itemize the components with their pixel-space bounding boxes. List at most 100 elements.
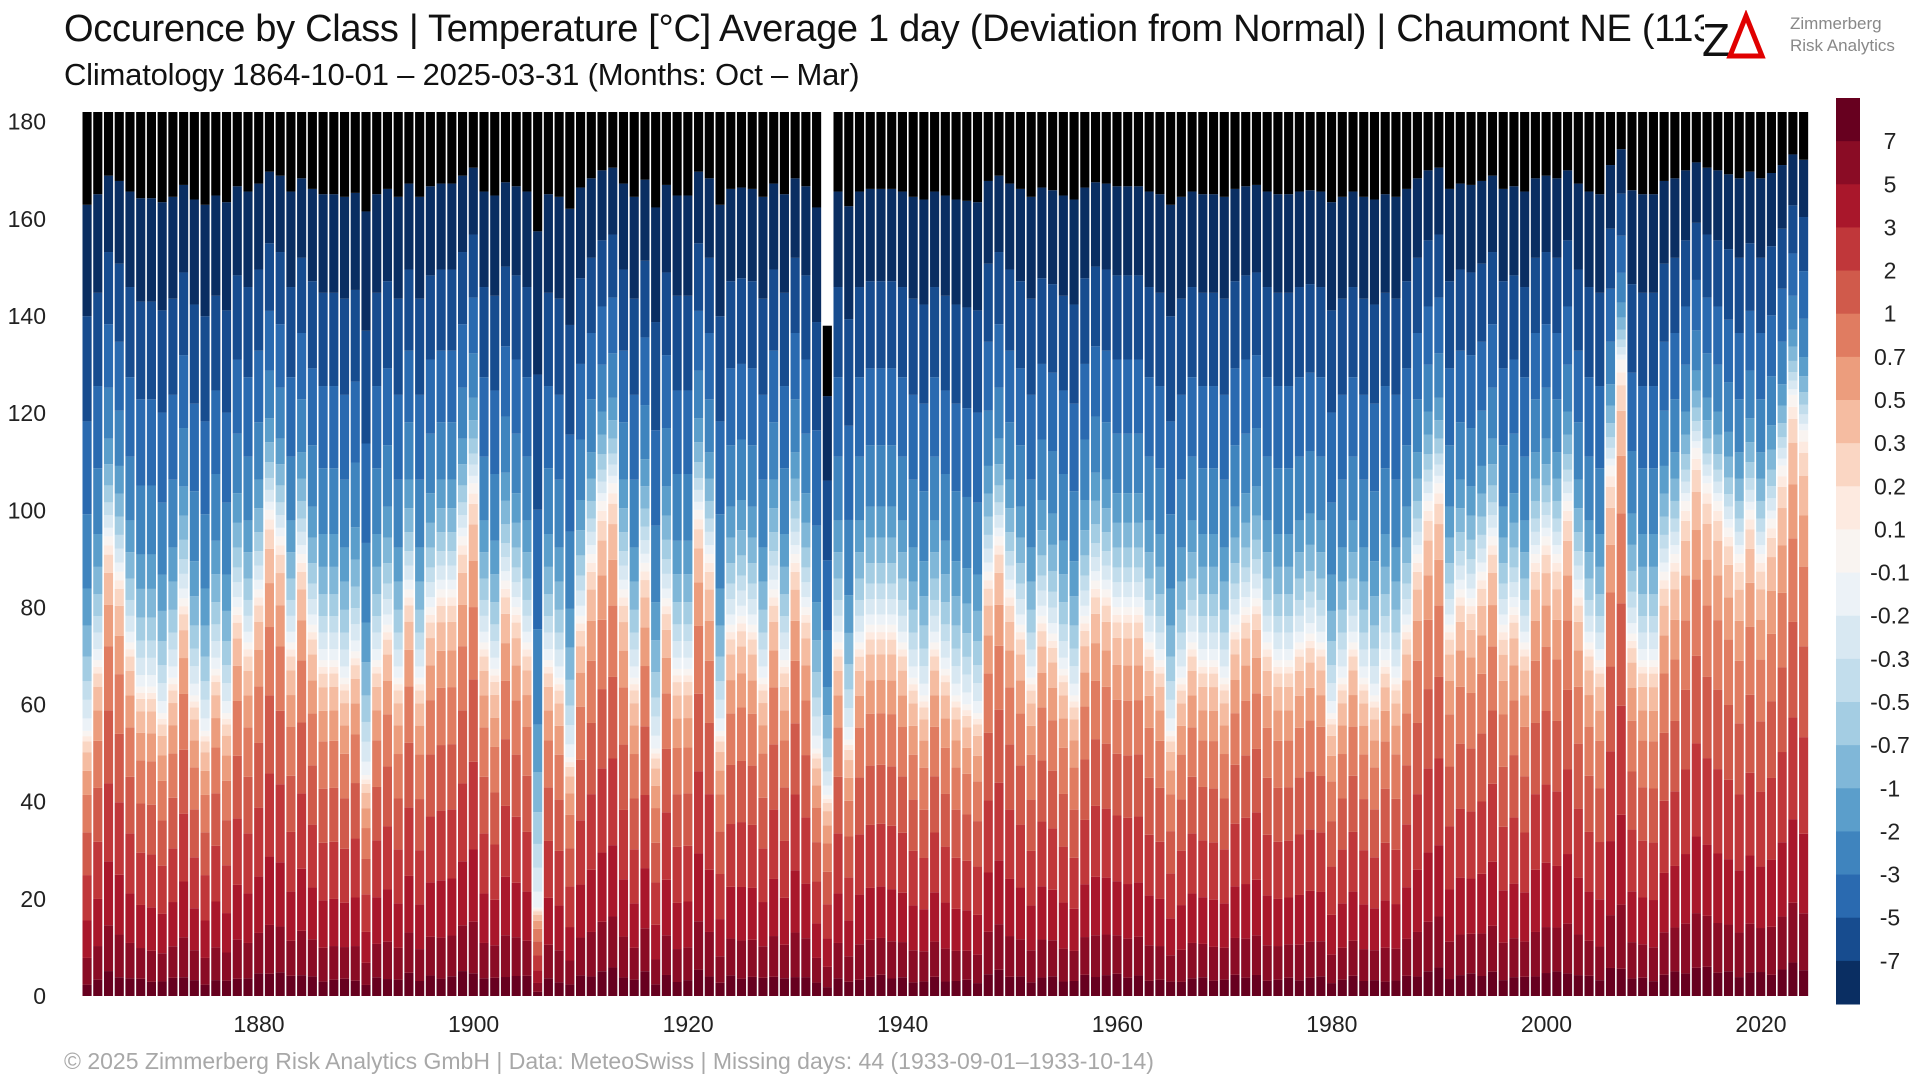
bar-segment: [844, 708, 854, 728]
bar-segment: [254, 350, 264, 423]
bar-segment: [747, 445, 757, 507]
bar-segment: [511, 700, 521, 755]
bar-segment: [1230, 974, 1240, 996]
bar-segment: [286, 891, 296, 941]
bar-segment: [1048, 940, 1058, 977]
bar-segment: [1455, 877, 1465, 935]
bar-segment: [1294, 631, 1304, 643]
bar-segment: [82, 832, 92, 876]
bar-segment: [683, 695, 693, 719]
bar-segment: [1262, 980, 1272, 996]
bar-segment: [1573, 605, 1583, 622]
bar-segment: [1670, 589, 1680, 620]
bar-segment: [457, 502, 468, 516]
bar-segment: [404, 350, 414, 423]
bar-segment: [1616, 235, 1626, 273]
bar-segment: [1659, 588, 1669, 606]
bar-segment: [1563, 769, 1573, 855]
bar-segment: [146, 686, 156, 693]
bar-segment: [887, 445, 897, 507]
bar-segment: [1627, 372, 1637, 452]
bar-segment: [350, 980, 360, 996]
bar-season-1915: [629, 112, 639, 996]
bar-segment: [522, 891, 532, 941]
bar-segment: [543, 194, 553, 293]
bar-segment: [865, 614, 875, 625]
bar-segment: [640, 597, 650, 628]
bar-segment: [1509, 665, 1519, 701]
bar-segment: [629, 666, 639, 678]
bar-segment: [779, 534, 789, 567]
bar-segment: [812, 923, 822, 958]
bar-segment: [393, 690, 403, 704]
bar-segment: [179, 112, 189, 185]
bar-segment: [1648, 666, 1658, 674]
bar-segment: [221, 202, 232, 311]
bar-segment: [1777, 916, 1787, 970]
bar-segment: [1530, 620, 1540, 661]
bar-segment: [329, 194, 339, 293]
bar-segment: [447, 621, 457, 651]
bar-segment: [479, 776, 489, 834]
bar-segment: [243, 456, 253, 521]
bar-segment: [200, 957, 210, 985]
bar-segment: [307, 624, 317, 633]
bar-season-2003: [1573, 112, 1583, 996]
bar-segment: [1584, 656, 1594, 671]
bar-segment: [661, 935, 671, 975]
bar-season-1923: [715, 112, 725, 996]
bar-segment: [1262, 112, 1272, 192]
bar-segment: [822, 396, 832, 481]
bar-segment: [136, 803, 146, 853]
bar-segment: [179, 881, 189, 938]
bar-segment: [1391, 479, 1401, 548]
bar-segment: [1605, 486, 1616, 508]
bar-segment: [211, 474, 221, 541]
bar-segment: [286, 578, 296, 600]
bar-segment: [597, 170, 607, 241]
bar-segment: [651, 716, 661, 736]
bar-segment: [179, 977, 189, 996]
bar-segment: [983, 605, 993, 636]
bar-segment: [576, 499, 586, 531]
bar-segment: [1777, 545, 1787, 593]
bar-segment: [490, 195, 500, 296]
bar-segment: [93, 979, 103, 996]
bar-segment: [1080, 884, 1090, 938]
bar-segment: [1294, 578, 1304, 600]
bar-segment: [672, 390, 682, 474]
bar-segment: [1734, 178, 1744, 258]
bar-segment: [157, 610, 167, 641]
bar-segment: [1380, 842, 1390, 901]
bar-segment: [972, 954, 983, 984]
bar-segment: [876, 654, 886, 680]
bar-segment: [1294, 615, 1304, 632]
bar-segment: [286, 775, 296, 832]
bar-segment: [136, 904, 146, 949]
bar-segment: [769, 508, 779, 533]
bar-segment: [382, 583, 393, 600]
bar-segment: [307, 563, 317, 584]
bar-segment: [103, 783, 114, 862]
bar-segment: [1487, 515, 1498, 528]
bar-segment: [597, 112, 607, 171]
bar-segment: [1037, 977, 1047, 996]
bar-segment: [1756, 112, 1766, 179]
bar-segment: [1702, 420, 1712, 439]
bar-segment: [543, 710, 553, 741]
bar-segment: [779, 632, 789, 650]
bar-segment: [318, 687, 328, 711]
bar-segment: [211, 624, 221, 642]
bar-segment: [1090, 876, 1101, 936]
bar-segment: [972, 310, 983, 413]
bar-segment: [940, 641, 950, 658]
bar-segment: [1219, 725, 1229, 755]
bar-segment: [543, 616, 553, 633]
bar-segment: [232, 547, 242, 568]
bar-segment: [522, 726, 532, 776]
bar-segment: [1509, 938, 1519, 978]
bar-segment: [1005, 183, 1015, 270]
bar-segment: [1423, 306, 1433, 365]
bar-segment: [500, 613, 511, 644]
bar-segment: [1090, 597, 1101, 614]
